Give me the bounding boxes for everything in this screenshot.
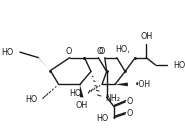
- Text: HO: HO: [1, 48, 14, 57]
- Text: HO: HO: [96, 114, 108, 123]
- Text: O: O: [66, 47, 72, 56]
- Text: O: O: [96, 47, 102, 56]
- Text: OH: OH: [76, 101, 88, 110]
- Text: HO: HO: [25, 95, 37, 104]
- Polygon shape: [80, 84, 84, 98]
- Text: O: O: [99, 47, 105, 56]
- Text: NH₂: NH₂: [105, 94, 120, 103]
- Text: O: O: [127, 97, 133, 105]
- Text: HO: HO: [70, 89, 82, 98]
- Polygon shape: [37, 56, 50, 71]
- Text: O: O: [127, 108, 133, 118]
- Text: HO,: HO,: [115, 45, 130, 54]
- Text: •OH: •OH: [135, 80, 151, 89]
- Text: HO: HO: [173, 61, 185, 70]
- Text: OH: OH: [140, 32, 152, 41]
- Polygon shape: [115, 83, 128, 86]
